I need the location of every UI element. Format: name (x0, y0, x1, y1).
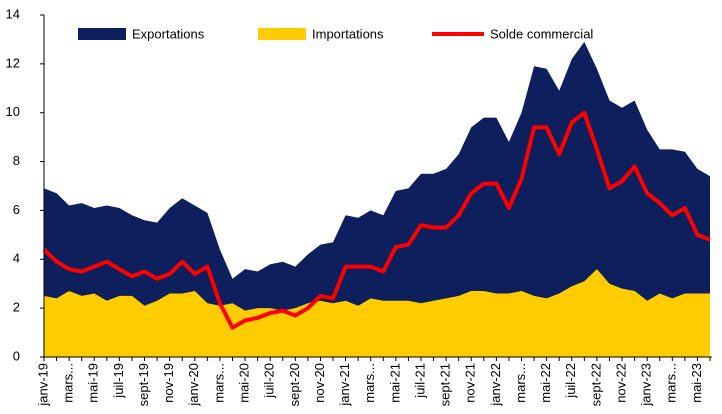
x-tick-label: nov-19 (161, 363, 176, 403)
x-tick-label: mars... (362, 363, 377, 403)
x-tick-label: mars... (513, 363, 528, 403)
x-tick-label: mars... (211, 363, 226, 403)
y-tick-label: 0 (13, 348, 20, 363)
legend-label: Exportations (132, 26, 205, 41)
x-tick-label: sept-21 (438, 363, 453, 406)
legend-swatch (78, 28, 126, 40)
x-tick-label: janv-21 (337, 363, 352, 407)
x-tick-label: janv-19 (35, 363, 50, 407)
line (42, 110, 711, 330)
x-tick-label: sept-19 (136, 363, 151, 406)
legend-swatch (258, 28, 306, 40)
x-tick-label: mai-21 (387, 363, 402, 403)
x-tick-label: janv-22 (488, 363, 503, 407)
y-tick-label: 4 (13, 251, 20, 266)
y-tick-label: 8 (13, 153, 20, 168)
y-tick-label: 12 (6, 55, 20, 70)
x-tick-label: janv-23 (639, 363, 654, 407)
x-tick-label: mai-20 (236, 363, 251, 403)
y-tick-label: 14 (6, 6, 20, 21)
x-tick-label: nov-22 (613, 363, 628, 403)
y-tick-label: 2 (13, 300, 20, 315)
x-tick-label: juil-21 (412, 363, 427, 399)
x-tick-label: sept-20 (287, 363, 302, 406)
x-tick-label: mars... (664, 363, 679, 403)
y-tick-label: 6 (13, 202, 20, 217)
legend-label: Solde commercial (490, 26, 593, 41)
x-tick-label: mai-23 (689, 363, 704, 403)
x-tick-label: janv-20 (186, 363, 201, 407)
area (44, 269, 710, 357)
x-tick-label: nov-20 (312, 363, 327, 403)
x-tick-label: juil-20 (262, 363, 277, 399)
legend-label: Importations (312, 26, 384, 41)
x-tick-label: juil-19 (111, 363, 126, 399)
x-tick-label: nov-21 (463, 363, 478, 403)
x-tick-label: sept-22 (588, 363, 603, 406)
y-tick-label: 10 (6, 104, 20, 119)
x-tick-label: mai-19 (86, 363, 101, 403)
x-tick-label: mai-22 (538, 363, 553, 403)
x-tick-label: mars... (61, 363, 76, 403)
x-tick-label: juil-22 (563, 363, 578, 399)
